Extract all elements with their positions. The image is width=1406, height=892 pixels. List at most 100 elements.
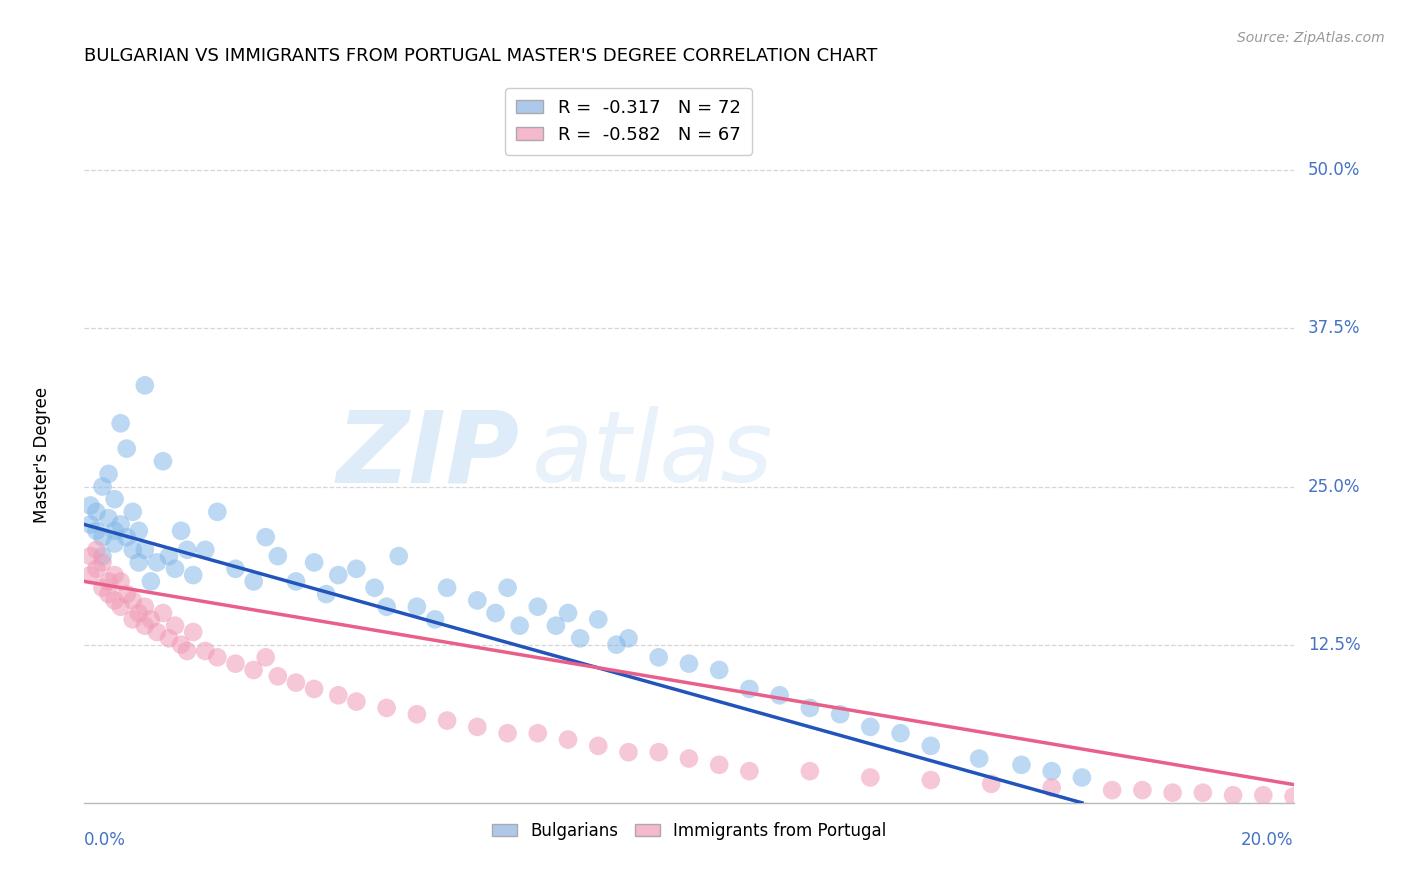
Point bbox=[1040, 764, 1063, 779]
Point bbox=[91, 530, 114, 544]
Point bbox=[104, 568, 127, 582]
Text: 12.5%: 12.5% bbox=[1308, 636, 1361, 654]
Point bbox=[1040, 780, 1063, 795]
Point bbox=[152, 606, 174, 620]
Point bbox=[165, 562, 187, 576]
Point bbox=[375, 701, 398, 715]
Point bbox=[181, 625, 204, 640]
Point bbox=[91, 479, 114, 493]
Point bbox=[170, 524, 193, 538]
Point bbox=[225, 562, 247, 576]
Point bbox=[121, 505, 143, 519]
Point bbox=[406, 599, 429, 614]
Text: 50.0%: 50.0% bbox=[1308, 161, 1361, 179]
Point bbox=[97, 467, 120, 481]
Point bbox=[104, 593, 127, 607]
Point bbox=[1130, 783, 1153, 797]
Point bbox=[617, 745, 640, 759]
Point bbox=[207, 650, 229, 665]
Point bbox=[1011, 757, 1033, 772]
Point bbox=[436, 714, 458, 728]
Point bbox=[709, 663, 731, 677]
Point bbox=[709, 757, 731, 772]
Point bbox=[194, 644, 217, 658]
Point bbox=[121, 542, 143, 557]
Point bbox=[346, 695, 368, 709]
Point bbox=[588, 739, 610, 753]
Point bbox=[890, 726, 912, 740]
Point bbox=[79, 517, 101, 532]
Point bbox=[769, 688, 792, 702]
Point bbox=[157, 632, 180, 646]
Point bbox=[738, 681, 761, 696]
Point bbox=[86, 505, 108, 519]
Point bbox=[328, 568, 350, 582]
Point bbox=[134, 618, 156, 632]
Text: atlas: atlas bbox=[531, 407, 773, 503]
Point bbox=[588, 612, 610, 626]
Point bbox=[388, 549, 411, 563]
Point bbox=[423, 612, 446, 626]
Point bbox=[496, 581, 519, 595]
Point bbox=[176, 542, 198, 557]
Point bbox=[1343, 790, 1365, 805]
Text: Master's Degree: Master's Degree bbox=[32, 387, 51, 523]
Point bbox=[569, 632, 592, 646]
Point bbox=[1391, 792, 1406, 806]
Text: 0.0%: 0.0% bbox=[84, 830, 127, 848]
Point bbox=[678, 751, 700, 765]
Point bbox=[557, 606, 579, 620]
Point bbox=[134, 378, 156, 392]
Point bbox=[1161, 786, 1184, 800]
Point bbox=[139, 574, 162, 589]
Point bbox=[267, 669, 290, 683]
Point bbox=[86, 542, 108, 557]
Point bbox=[967, 751, 990, 765]
Point bbox=[225, 657, 247, 671]
Point bbox=[157, 549, 180, 563]
Point bbox=[242, 663, 264, 677]
Point bbox=[1101, 783, 1123, 797]
Point bbox=[134, 542, 156, 557]
Point bbox=[859, 720, 882, 734]
Point bbox=[146, 556, 169, 570]
Point bbox=[97, 511, 120, 525]
Point bbox=[648, 650, 671, 665]
Point bbox=[1192, 786, 1215, 800]
Point bbox=[91, 581, 114, 595]
Point bbox=[375, 599, 398, 614]
Point bbox=[346, 562, 368, 576]
Text: 37.5%: 37.5% bbox=[1308, 319, 1361, 337]
Point bbox=[128, 524, 150, 538]
Point bbox=[315, 587, 337, 601]
Point bbox=[1313, 789, 1336, 804]
Point bbox=[678, 657, 700, 671]
Point bbox=[242, 574, 264, 589]
Point bbox=[799, 701, 821, 715]
Point bbox=[605, 638, 627, 652]
Text: BULGARIAN VS IMMIGRANTS FROM PORTUGAL MASTER'S DEGREE CORRELATION CHART: BULGARIAN VS IMMIGRANTS FROM PORTUGAL MA… bbox=[84, 47, 877, 65]
Point bbox=[1253, 788, 1275, 802]
Text: 20.0%: 20.0% bbox=[1241, 830, 1294, 848]
Point bbox=[980, 777, 1002, 791]
Point bbox=[527, 599, 550, 614]
Legend: Bulgarians, Immigrants from Portugal: Bulgarians, Immigrants from Portugal bbox=[485, 815, 893, 847]
Point bbox=[110, 517, 132, 532]
Point bbox=[176, 644, 198, 658]
Point bbox=[285, 675, 308, 690]
Point bbox=[207, 505, 229, 519]
Point bbox=[1374, 790, 1396, 805]
Point bbox=[363, 581, 385, 595]
Point bbox=[104, 524, 127, 538]
Point bbox=[115, 530, 138, 544]
Point bbox=[128, 556, 150, 570]
Point bbox=[104, 536, 127, 550]
Point bbox=[648, 745, 671, 759]
Point bbox=[302, 681, 325, 696]
Point bbox=[115, 587, 138, 601]
Point bbox=[97, 574, 120, 589]
Point bbox=[484, 606, 506, 620]
Point bbox=[97, 587, 120, 601]
Point bbox=[121, 593, 143, 607]
Point bbox=[920, 739, 942, 753]
